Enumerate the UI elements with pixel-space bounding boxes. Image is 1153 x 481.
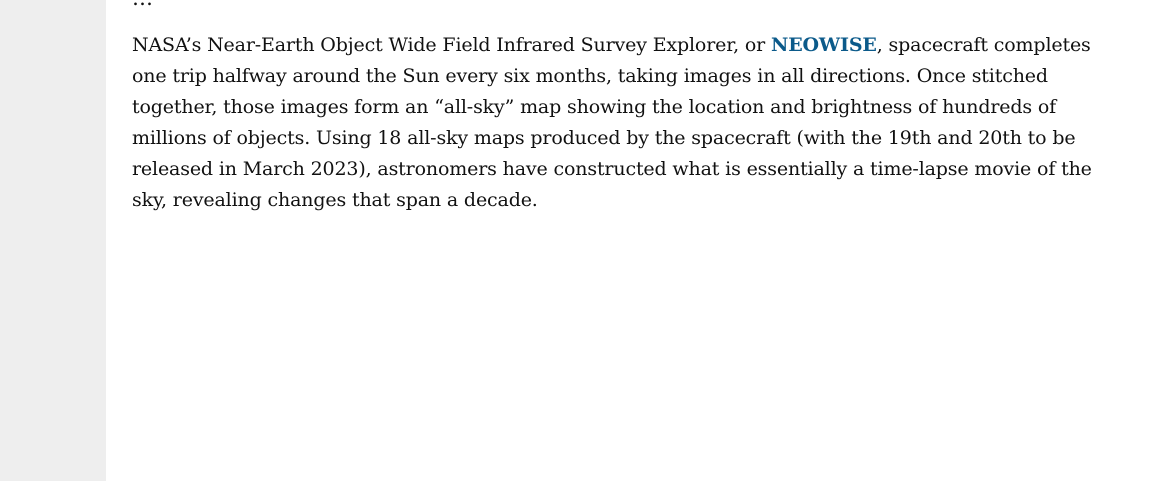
paragraph-line-5: released in March 2023), astronomers hav… (132, 158, 1092, 180)
neowise-link[interactable]: NEOWISE (770, 34, 877, 56)
paragraph-line-2: one trip halfway around the Sun every si… (132, 65, 1048, 87)
article-content: … NASA’s Near-Earth Object Wide Field In… (106, 0, 1153, 481)
paragraph-line-1: NASA’s Near-Earth Object Wide Field Infr… (132, 30, 1132, 61)
cutoff-previous-line: … (132, 0, 153, 10)
left-gutter (0, 0, 106, 481)
paragraph-line-3: together, those images form an “all-sky”… (132, 96, 1057, 118)
paragraph-line-6: sky, revealing changes that span a decad… (132, 189, 538, 211)
article-paragraph: NASA’s Near-Earth Object Wide Field Infr… (132, 30, 1132, 216)
paragraph-text-after-link: , spacecraft completes (876, 34, 1091, 56)
paragraph-text-before-link: NASA’s Near-Earth Object Wide Field Infr… (132, 34, 771, 56)
paragraph-line-4: millions of objects. Using 18 all-sky ma… (132, 127, 1076, 149)
